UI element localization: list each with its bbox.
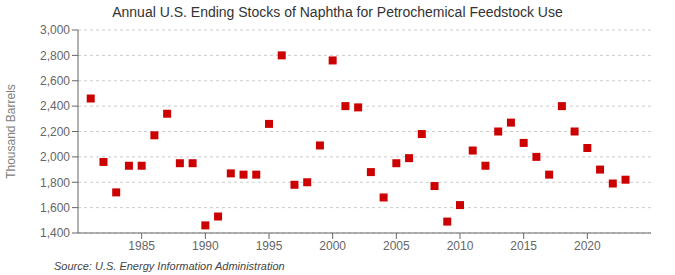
svg-text:1985: 1985	[128, 239, 155, 253]
svg-text:2000: 2000	[319, 239, 346, 253]
html-text:Annual U.S. Ending Stocks of N: Annual U.S. Ending Stocks of Naphtha for…	[112, 4, 563, 20]
svg-text:2,800: 2,800	[40, 49, 70, 63]
svg-text:1,800: 1,800	[40, 176, 70, 190]
html-text:Source: U.S. Energy Informatio: Source: U.S. Energy Information Administ…	[54, 260, 285, 272]
svg-text:1990: 1990	[192, 239, 219, 253]
svg-text:1995: 1995	[256, 239, 283, 253]
svg-text:1,400: 1,400	[40, 226, 70, 240]
svg-text:2005: 2005	[383, 239, 410, 253]
svg-text:2010: 2010	[447, 239, 474, 253]
svg-text:2,600: 2,600	[40, 74, 70, 88]
svg-text:2,000: 2,000	[40, 150, 70, 164]
svg-text:2015: 2015	[510, 239, 537, 253]
svg-text:2,200: 2,200	[40, 125, 70, 139]
svg-text:2020: 2020	[574, 239, 601, 253]
svg-text:Thousand Barrels: Thousand Barrels	[4, 84, 18, 179]
svg-text:2,400: 2,400	[40, 99, 70, 113]
svg-text:3,000: 3,000	[40, 24, 70, 37]
svg-text:1,600: 1,600	[40, 201, 70, 215]
